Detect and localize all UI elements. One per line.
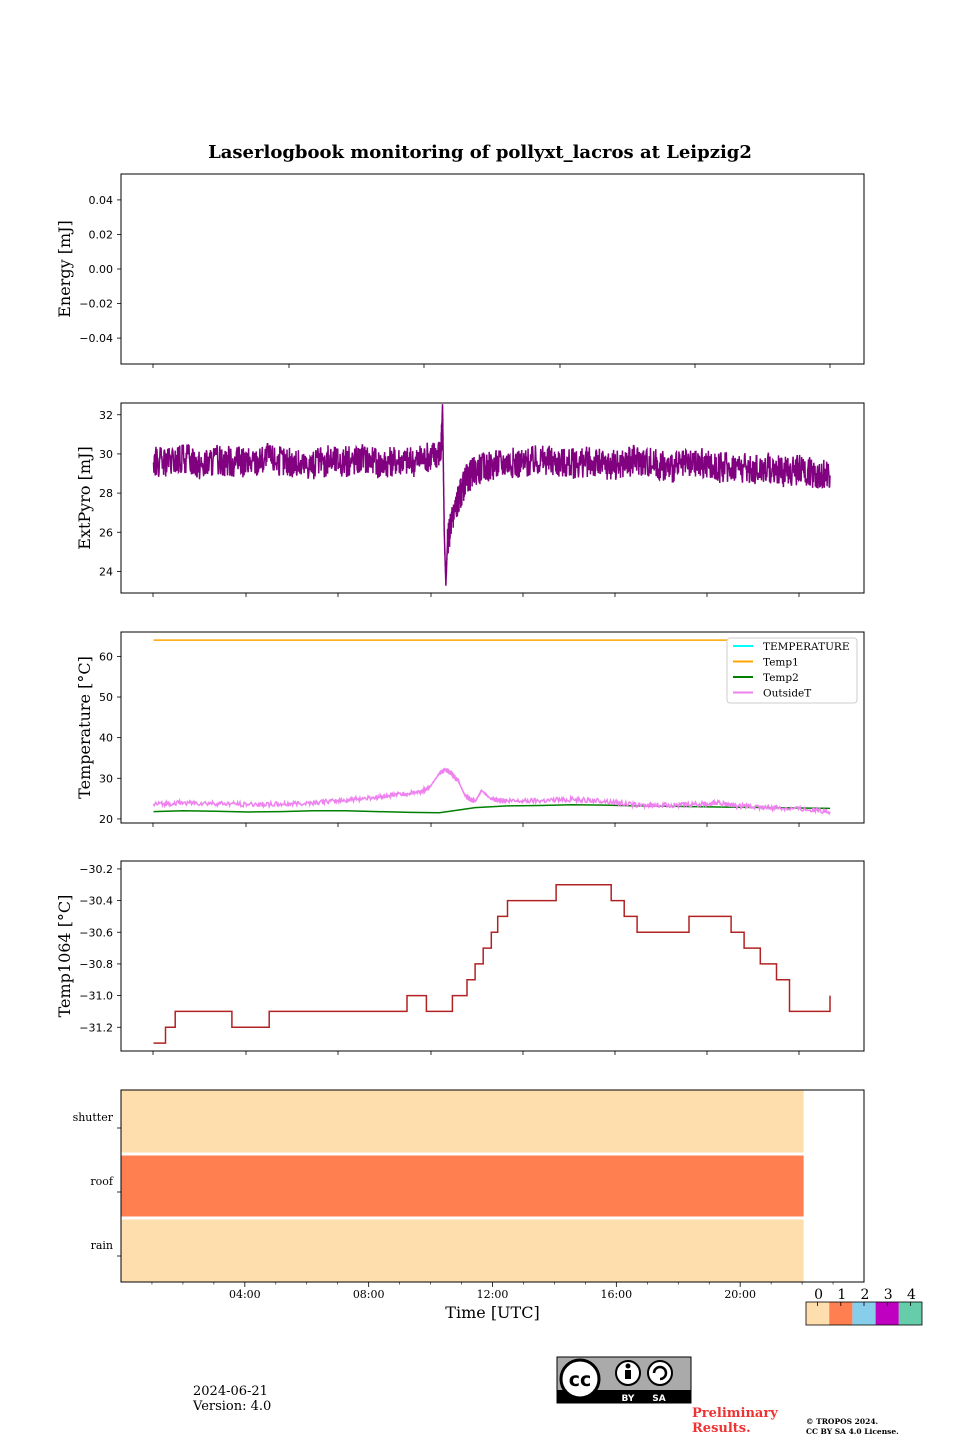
y-tick-label: 0.04	[89, 194, 114, 207]
y-tick-label: −30.8	[79, 958, 113, 971]
y-tick-label-shutter: shutter	[73, 1111, 114, 1124]
y-tick-label: 40	[99, 732, 113, 745]
legend-box	[726, 637, 858, 704]
colorbar-frame	[805, 1301, 923, 1326]
y-tick-label-roof: roof	[90, 1175, 114, 1188]
y-tick-label: 24	[99, 565, 113, 578]
y-tick-label: −30.4	[79, 895, 113, 908]
colorbar-label-0: 0	[814, 1287, 823, 1303]
cc-license-badge: cc BY SA	[556, 1356, 692, 1404]
y-tick-label: 32	[99, 409, 113, 422]
colorbar-label-2: 2	[861, 1287, 870, 1303]
y-tick-label: −31.0	[79, 990, 113, 1003]
colorbar-label-4: 4	[907, 1287, 916, 1303]
panel-2: 32 30 28 26 24 ExtPyro [mJ]	[75, 402, 865, 597]
colorbar-label-3: 3	[884, 1287, 893, 1303]
x-tick-label: 20:00	[724, 1288, 756, 1301]
panel-4: −30.2 −30.4 −30.6 −30.8 −31.0 −31.2 Temp1064 […	[55, 860, 865, 1055]
series-line-temp2	[153, 803, 831, 814]
panel-3: 60 50 40 30 20 Temperature [°C] TEMPERATURE Tem…	[75, 631, 865, 827]
y-axis-label: Temperature [°C]	[75, 656, 94, 799]
colorbar-label-1: 1	[837, 1287, 846, 1303]
heatmap-row-shutter	[121, 1090, 804, 1153]
figure-title: Laserlogbook monitoring of pollyxt_lacro…	[208, 142, 752, 163]
footer-version: Version: 4.0	[193, 1399, 272, 1414]
legend-label-temp2: Temp2	[763, 672, 799, 684]
colorbar-cell-0	[806, 1302, 830, 1325]
heatmap-row-rain	[121, 1219, 804, 1282]
y-tick-label: 0.00	[89, 263, 114, 276]
colorbar-cell-3	[875, 1302, 899, 1325]
y-axis-label: ExtPyro [mJ]	[75, 446, 94, 549]
axes-frame	[120, 860, 865, 1052]
legend-label-outsidet: OutsideT	[763, 688, 811, 700]
y-tick-label: 0.02	[89, 228, 114, 241]
x-tick-label: 12:00	[477, 1288, 509, 1301]
legend: TEMPERATURE Temp1 Temp2 OutsideT	[726, 637, 858, 704]
preliminary-note: Preliminary Results.	[692, 1406, 778, 1436]
y-tick-label: 50	[99, 691, 113, 704]
series-line-4	[153, 884, 831, 1044]
panel-5: shutter roof rain 04:00 08:00 12:00 16:00 20:00…	[73, 1089, 923, 1326]
x-tick-label: 04:00	[229, 1288, 261, 1301]
heatmap-row-roof	[121, 1155, 804, 1217]
y-axis-label: Energy [mJ]	[55, 220, 74, 318]
y-tick-label: −30.6	[79, 926, 113, 939]
axes-frame	[120, 631, 865, 824]
y-tick-label: −31.2	[79, 1021, 113, 1034]
cc-sa-label: SA	[652, 1394, 665, 1404]
colorbar-cell-1	[829, 1302, 853, 1325]
y-tick-label: 28	[99, 487, 113, 500]
colorbar-cell-2	[852, 1302, 876, 1325]
panel-1: 0.04 0.02 0.00 −0.02 −0.04 Energy [mJ]	[55, 173, 865, 368]
y-tick-label: −30.2	[79, 863, 113, 876]
colorbar-cell-4	[898, 1302, 922, 1325]
legend-label-temperature: TEMPERATURE	[763, 641, 850, 653]
cc-by-label: BY	[622, 1394, 635, 1404]
axes-frame	[120, 402, 865, 594]
x-tick-label: 16:00	[600, 1288, 632, 1301]
y-axis-label: Temp1064 [°C]	[55, 895, 74, 1018]
y-tick-label: −0.04	[79, 332, 113, 345]
y-tick-label: 26	[99, 526, 113, 539]
legend-label-temp1: Temp1	[763, 657, 799, 669]
cc-mark: cc	[569, 1369, 592, 1391]
y-tick-label: −0.02	[79, 298, 113, 311]
y-tick-label: 30	[99, 448, 113, 461]
y-tick-label-rain: rain	[91, 1239, 113, 1252]
series-line-2	[152, 404, 831, 586]
y-tick-label: 20	[99, 813, 113, 826]
copyright-line-1: © TROPOS 2024.	[806, 1417, 879, 1426]
x-tick-label: 08:00	[353, 1288, 385, 1301]
series-line-outsidet	[152, 767, 831, 816]
footer-date-version: 2024-06-21 Version: 4.0	[193, 1384, 271, 1414]
y-tick-label: 30	[99, 772, 113, 785]
x-axis-label: Time [UTC]	[445, 1303, 539, 1322]
y-tick-label: 60	[99, 650, 113, 663]
copyright-note: © TROPOS 2024. CC BY SA 4.0 License.	[806, 1417, 899, 1437]
axes-frame	[120, 173, 865, 365]
axes-frame	[120, 1089, 865, 1283]
footer-date: 2024-06-21	[193, 1384, 268, 1399]
copyright-line-2: CC BY SA 4.0 License.	[806, 1427, 899, 1436]
